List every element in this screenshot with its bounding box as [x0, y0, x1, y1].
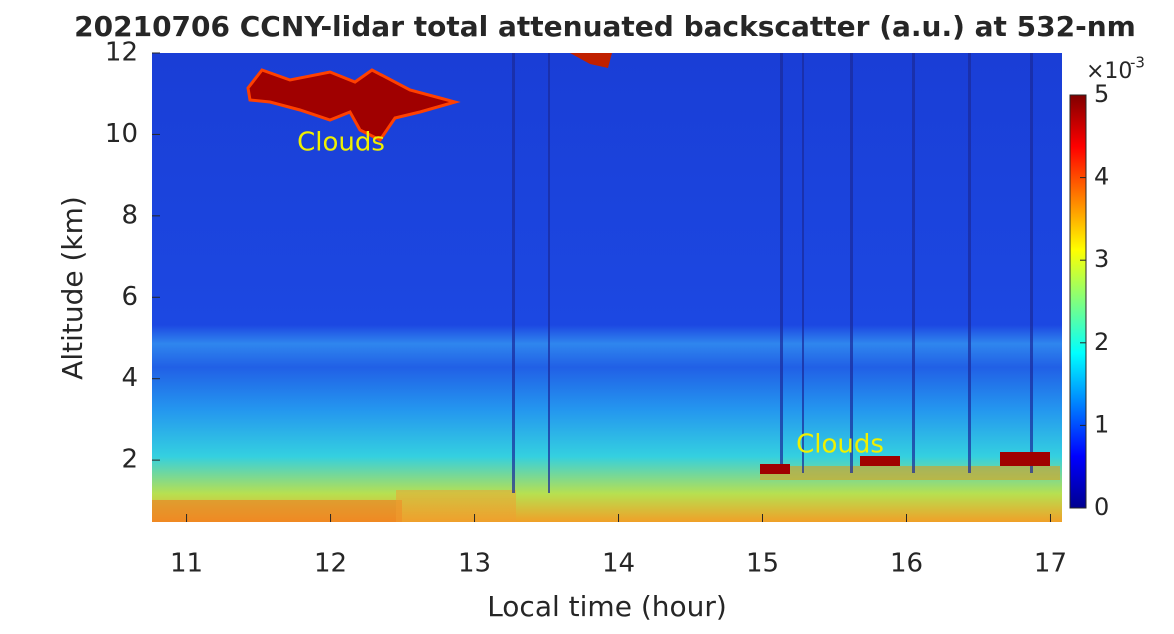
x-tick-label: 13	[458, 549, 491, 579]
colorbar-tick-label: 4	[1094, 163, 1109, 191]
y-tick-label: 2	[121, 445, 138, 475]
heatmap-image	[152, 53, 1062, 522]
x-tick-label: 17	[1034, 549, 1067, 579]
y-tick-label: 12	[105, 38, 138, 68]
colorbar-exponent: -3	[1130, 54, 1145, 72]
colorbar-tick-label: 2	[1094, 328, 1109, 356]
colorbar-tick-label: 1	[1094, 410, 1109, 438]
x-axis-label: Local time (hour)	[487, 590, 727, 623]
x-tick-label: 12	[314, 549, 347, 579]
y-tick-label: 10	[105, 119, 138, 149]
y-tick-label: 6	[121, 282, 138, 312]
annotation: Clouds	[796, 430, 884, 460]
colorbar-multiplier: ×10	[1086, 59, 1132, 84]
x-tick-label: 14	[602, 549, 635, 579]
chart-title: 20210706 CCNY-lidar total attenuated bac…	[74, 10, 1136, 43]
x-tick-label: 11	[170, 549, 203, 579]
x-tick-label: 15	[746, 549, 779, 579]
x-tick-label: 16	[890, 549, 923, 579]
colorbar	[1069, 94, 1087, 509]
y-axis-label: Altitude (km)	[56, 196, 89, 380]
annotation: Clouds	[297, 128, 385, 158]
colorbar-tick-label: 0	[1094, 493, 1109, 521]
y-tick-label: 4	[121, 363, 138, 393]
colorbar-tick-label: 5	[1094, 80, 1109, 108]
y-tick-label: 8	[121, 200, 138, 230]
colorbar-tick-label: 3	[1094, 245, 1109, 273]
